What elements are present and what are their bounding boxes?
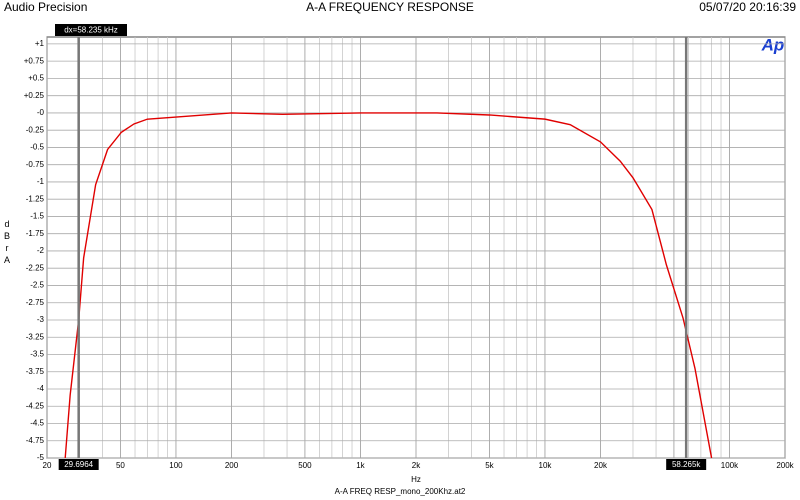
logo: Ap: [761, 35, 785, 54]
y-tick-label: -4: [37, 384, 45, 393]
y-tick-label: -3.5: [30, 350, 44, 359]
x-tick-label: 200: [225, 461, 239, 470]
y-tick-label: +0.25: [24, 91, 45, 100]
y-tick-label: -1.25: [26, 194, 45, 203]
x-tick-label: 10k: [539, 461, 553, 470]
y-tick-label: -0: [37, 108, 45, 117]
header-left: Audio Precision: [4, 0, 87, 14]
cursor-label: 58.265k: [672, 460, 701, 469]
y-tick-label: +0.5: [28, 74, 44, 83]
x-axis-label: Hz: [411, 475, 421, 484]
x-tick-label: 50: [116, 461, 125, 470]
header-right: 05/07/20 20:16:39: [699, 0, 796, 14]
y-tick-label: -2.25: [26, 263, 45, 272]
y-tick-label: -0.75: [26, 160, 45, 169]
x-tick-label: 20k: [594, 461, 608, 470]
line-series: [64, 112, 713, 459]
y-tick-label: +0.75: [24, 56, 45, 65]
x-tick-label: 5k: [485, 461, 494, 470]
y-tick-label: -1: [37, 177, 45, 186]
y-tick-label: -1.5: [30, 212, 44, 221]
x-tick-label: 100: [169, 461, 183, 470]
y-tick-label: -0.25: [26, 125, 45, 134]
y-tick-label: -5: [37, 453, 45, 462]
y-tick-label: -4.25: [26, 401, 45, 410]
x-tick-label: 100k: [721, 461, 739, 470]
x-tick-label: 2k: [412, 461, 421, 470]
x-tick-label: 500: [298, 461, 312, 470]
y-axis-label: dBr A: [3, 219, 11, 265]
y-tick-label: -4.75: [26, 436, 45, 445]
y-tick-label: -2.5: [30, 281, 44, 290]
y-tick-label: -2.75: [26, 298, 45, 307]
y-tick-label: -0.5: [30, 143, 44, 152]
chart-title: A-A FREQUENCY RESPONSE: [306, 0, 474, 14]
annotation-box: [55, 24, 127, 36]
y-tick-label: -3.75: [26, 367, 45, 376]
x-tick-label: 200k: [776, 461, 794, 470]
y-tick-label: -1.75: [26, 229, 45, 238]
x-tick-label: 1k: [356, 461, 365, 470]
y-tick-label: -3.25: [26, 332, 45, 341]
x-tick-label: 20: [43, 461, 52, 470]
cursor-label: 29.6964: [64, 460, 93, 469]
cursor-label-box: [666, 459, 707, 470]
footer: A-A FREQ RESP_mono_200Khz.at2: [335, 487, 466, 496]
y-tick-label: -2: [37, 246, 45, 255]
annotation: dx=58.235 kHz: [64, 26, 118, 35]
y-tick-label: +1: [35, 39, 45, 48]
y-tick-label: -4.5: [30, 419, 44, 428]
cursor-label-box: [58, 459, 99, 470]
y-tick-label: -3: [37, 315, 45, 324]
